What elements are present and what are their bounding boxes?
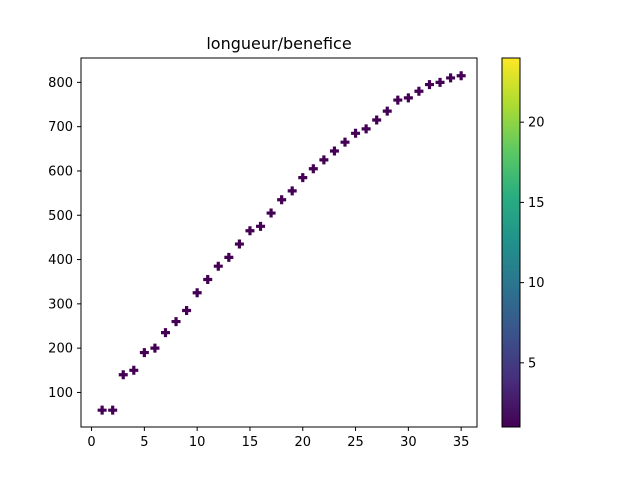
colorbar-tick-label: 5 bbox=[528, 356, 536, 371]
data-point bbox=[182, 305, 192, 315]
y-tick-label: 400 bbox=[48, 253, 73, 268]
y-tick-label: 700 bbox=[48, 120, 73, 135]
x-tick-label: 15 bbox=[242, 435, 259, 450]
data-point bbox=[456, 71, 466, 81]
data-point bbox=[213, 261, 223, 271]
colorbar-tick-label: 10 bbox=[528, 276, 545, 291]
chart-title: longueur/benefice bbox=[206, 34, 351, 53]
colorbar-tick-label: 15 bbox=[528, 196, 545, 211]
data-point bbox=[224, 252, 234, 262]
data-point bbox=[97, 405, 107, 415]
data-point bbox=[435, 77, 445, 87]
x-tick-label: 25 bbox=[347, 435, 364, 450]
data-point bbox=[160, 328, 170, 338]
data-point bbox=[424, 80, 434, 90]
data-point bbox=[150, 343, 160, 353]
x-tick-label: 10 bbox=[189, 435, 206, 450]
y-tick-label: 600 bbox=[48, 164, 73, 179]
x-axis: 0 5 10 15 20 25 30 35 bbox=[87, 427, 469, 450]
data-point bbox=[414, 86, 424, 96]
data-point bbox=[277, 195, 287, 205]
x-tick-label: 20 bbox=[294, 435, 311, 450]
data-point bbox=[319, 155, 329, 165]
plot-frame bbox=[80, 57, 478, 428]
data-point bbox=[266, 208, 276, 218]
data-point bbox=[403, 93, 413, 103]
data-point bbox=[245, 226, 255, 236]
data-point bbox=[372, 115, 382, 125]
colorbar-axis: 5 10 15 20 bbox=[520, 116, 545, 371]
y-axis: 100 200 300 400 500 600 700 800 bbox=[48, 76, 81, 401]
data-point bbox=[192, 288, 202, 298]
data-point bbox=[129, 365, 139, 375]
data-point bbox=[256, 221, 266, 231]
data-point bbox=[118, 370, 128, 380]
data-point bbox=[340, 137, 350, 147]
data-point bbox=[108, 405, 118, 415]
y-tick-label: 300 bbox=[48, 297, 73, 312]
data-point bbox=[393, 95, 403, 105]
data-point bbox=[234, 239, 244, 249]
y-tick-label: 500 bbox=[48, 209, 73, 224]
y-tick-label: 800 bbox=[48, 76, 73, 91]
data-point bbox=[361, 124, 371, 134]
data-point bbox=[351, 128, 361, 138]
y-tick-label: 200 bbox=[48, 342, 73, 357]
data-point bbox=[203, 274, 213, 284]
data-point bbox=[308, 164, 318, 174]
colorbar bbox=[501, 57, 521, 428]
x-tick-label: 5 bbox=[140, 435, 148, 450]
y-tick-label: 100 bbox=[48, 386, 73, 401]
x-tick-label: 35 bbox=[453, 435, 470, 450]
data-point bbox=[287, 186, 297, 196]
data-point bbox=[382, 106, 392, 116]
data-point bbox=[329, 146, 339, 156]
data-point bbox=[298, 173, 308, 183]
data-point bbox=[171, 317, 181, 327]
colorbar-tick-label: 20 bbox=[528, 116, 545, 131]
x-tick-label: 30 bbox=[400, 435, 417, 450]
data-point bbox=[139, 348, 149, 358]
points-layer bbox=[97, 71, 466, 415]
x-tick-label: 0 bbox=[87, 435, 95, 450]
data-point bbox=[446, 73, 456, 83]
